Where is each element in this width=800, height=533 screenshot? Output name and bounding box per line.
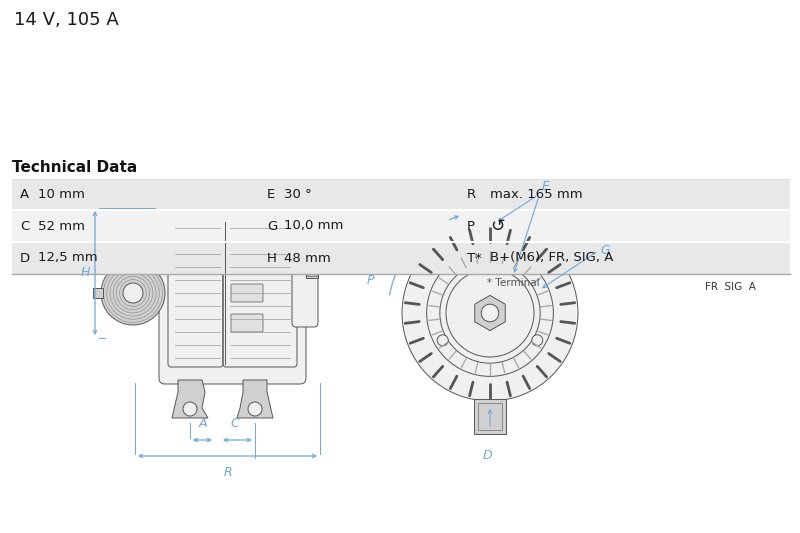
FancyBboxPatch shape bbox=[697, 222, 763, 274]
Circle shape bbox=[101, 261, 165, 325]
Bar bbox=[12, 178, 790, 210]
Polygon shape bbox=[172, 380, 208, 418]
Text: D: D bbox=[482, 449, 492, 462]
Text: B+(M6), FR, SIG, A: B+(M6), FR, SIG, A bbox=[490, 252, 614, 264]
Text: C: C bbox=[20, 220, 30, 232]
Text: 14 V, 105 A: 14 V, 105 A bbox=[14, 11, 118, 29]
Text: 12,5 mm: 12,5 mm bbox=[38, 252, 98, 264]
Text: H: H bbox=[267, 252, 277, 264]
Circle shape bbox=[123, 283, 143, 303]
Text: Technical Data: Technical Data bbox=[12, 160, 138, 175]
Circle shape bbox=[440, 263, 540, 363]
Text: A: A bbox=[20, 188, 29, 200]
Text: 30 °: 30 ° bbox=[284, 188, 312, 200]
Text: R: R bbox=[467, 188, 476, 200]
Circle shape bbox=[532, 335, 542, 346]
Bar bbox=[697, 242, 702, 254]
Text: ↺: ↺ bbox=[490, 217, 505, 235]
Circle shape bbox=[438, 335, 448, 346]
Bar bbox=[724, 243, 736, 253]
Bar bbox=[12, 242, 790, 274]
Text: 10 mm: 10 mm bbox=[38, 188, 85, 200]
Bar bbox=[12, 210, 790, 242]
Text: P: P bbox=[467, 220, 475, 232]
Text: E: E bbox=[267, 188, 275, 200]
Polygon shape bbox=[237, 380, 273, 418]
Text: E: E bbox=[542, 180, 550, 193]
Text: C: C bbox=[230, 417, 239, 430]
Text: H: H bbox=[80, 266, 90, 279]
Text: G: G bbox=[600, 245, 610, 257]
Bar bbox=[306, 258, 318, 278]
Text: D: D bbox=[20, 252, 30, 264]
Text: A: A bbox=[198, 417, 206, 430]
FancyBboxPatch shape bbox=[706, 231, 754, 265]
Text: max. 165 mm: max. 165 mm bbox=[490, 188, 582, 200]
Circle shape bbox=[248, 402, 262, 416]
Text: G: G bbox=[267, 220, 278, 232]
Bar bbox=[93, 288, 103, 298]
Circle shape bbox=[402, 225, 578, 401]
Text: R: R bbox=[223, 466, 232, 479]
Circle shape bbox=[485, 253, 495, 264]
FancyBboxPatch shape bbox=[231, 254, 263, 272]
Text: FR  SIG  A: FR SIG A bbox=[705, 282, 755, 292]
Bar bbox=[478, 403, 502, 430]
FancyBboxPatch shape bbox=[159, 202, 306, 384]
FancyBboxPatch shape bbox=[231, 284, 263, 302]
Text: 48 mm: 48 mm bbox=[284, 252, 330, 264]
Circle shape bbox=[183, 402, 197, 416]
Text: 52 mm: 52 mm bbox=[38, 220, 85, 232]
Text: P: P bbox=[366, 274, 374, 287]
Bar bbox=[740, 243, 752, 253]
Circle shape bbox=[482, 304, 499, 322]
FancyBboxPatch shape bbox=[292, 259, 318, 327]
Bar bbox=[307, 270, 317, 276]
FancyBboxPatch shape bbox=[718, 216, 742, 228]
Text: 10,0 mm: 10,0 mm bbox=[284, 220, 343, 232]
Circle shape bbox=[486, 221, 494, 229]
Text: * Terminal: * Terminal bbox=[487, 278, 540, 288]
Bar bbox=[759, 242, 764, 254]
Text: T*: T* bbox=[467, 252, 482, 264]
FancyBboxPatch shape bbox=[231, 314, 263, 332]
Bar bbox=[474, 399, 506, 434]
Bar bbox=[708, 243, 720, 253]
Polygon shape bbox=[474, 295, 506, 330]
